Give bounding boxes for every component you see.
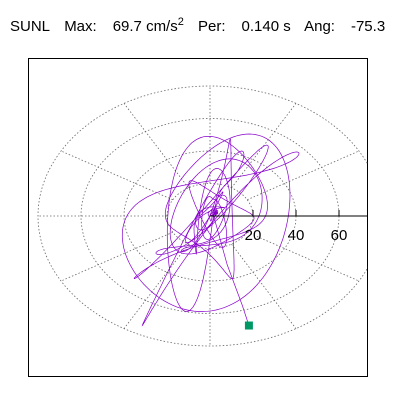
tick-label-20: 20 <box>245 227 262 244</box>
station-name: SUNL <box>10 18 51 35</box>
grid-spoke <box>231 243 297 329</box>
ang-label: Ang: <box>304 18 335 35</box>
grid-spoke <box>123 103 189 189</box>
grid-ring <box>37 85 368 347</box>
grid-spoke <box>60 231 173 282</box>
radial-tick-labels: 20 40 60 <box>245 210 348 244</box>
grid-spoke <box>60 150 173 201</box>
tick-label-60: 60 <box>331 227 348 244</box>
grid-spoke <box>123 243 189 329</box>
chart-title: SUNL Max: 69.7 cm/s2 Per: 0.140 s Ang: -75.… <box>10 16 395 35</box>
max-value: 69.7 cm/s2 <box>112 16 184 35</box>
trace-path <box>121 133 300 327</box>
tick-label-40: 40 <box>288 227 305 244</box>
motion-trace <box>121 133 300 327</box>
per-label: Per: <box>198 18 226 35</box>
ang-value: -75.3 <box>350 18 386 35</box>
max-label: Max: <box>64 18 97 35</box>
per-value: 0.140 s <box>241 18 291 35</box>
grid-spoke <box>231 103 297 189</box>
polar-plot: 20 40 60 <box>28 58 368 377</box>
grid-spoke <box>247 150 360 201</box>
peak-marker <box>244 321 253 330</box>
grid-spoke <box>247 231 360 282</box>
